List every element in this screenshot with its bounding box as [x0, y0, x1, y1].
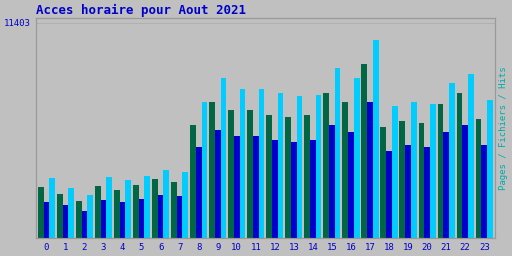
- Bar: [266, 115, 272, 238]
- Bar: [443, 132, 449, 238]
- Bar: [247, 110, 253, 238]
- Bar: [310, 140, 316, 238]
- Bar: [457, 93, 462, 238]
- Bar: [120, 202, 125, 238]
- Bar: [221, 78, 226, 238]
- Bar: [348, 132, 354, 238]
- Bar: [228, 110, 234, 238]
- Bar: [380, 127, 386, 238]
- Bar: [405, 145, 411, 238]
- Bar: [190, 125, 196, 238]
- Bar: [171, 182, 177, 238]
- Bar: [272, 140, 278, 238]
- Bar: [304, 115, 310, 238]
- Bar: [253, 136, 259, 238]
- Bar: [202, 102, 207, 238]
- Text: Acces horaire pour Aout 2021: Acces horaire pour Aout 2021: [36, 4, 246, 17]
- Bar: [399, 121, 405, 238]
- Bar: [158, 195, 163, 238]
- Bar: [209, 102, 215, 238]
- Bar: [481, 145, 487, 238]
- Bar: [291, 142, 296, 238]
- Bar: [101, 200, 106, 238]
- Bar: [106, 177, 112, 238]
- Bar: [57, 194, 62, 238]
- Bar: [285, 117, 291, 238]
- Bar: [449, 83, 455, 238]
- Bar: [343, 102, 348, 238]
- Bar: [62, 205, 68, 238]
- Bar: [438, 104, 443, 238]
- Bar: [487, 100, 493, 238]
- Bar: [215, 130, 221, 238]
- Bar: [234, 136, 240, 238]
- Bar: [38, 187, 44, 238]
- Bar: [335, 68, 340, 238]
- Bar: [259, 89, 264, 238]
- Bar: [354, 78, 359, 238]
- Bar: [296, 97, 303, 238]
- Bar: [468, 74, 474, 238]
- Bar: [240, 89, 245, 238]
- Bar: [76, 201, 81, 238]
- Bar: [278, 93, 283, 238]
- Bar: [88, 195, 93, 238]
- Bar: [196, 147, 202, 238]
- Bar: [462, 125, 468, 238]
- Bar: [125, 180, 131, 238]
- Bar: [329, 125, 335, 238]
- Bar: [430, 104, 436, 238]
- Bar: [44, 202, 49, 238]
- Bar: [324, 93, 329, 238]
- Bar: [95, 186, 101, 238]
- Bar: [163, 170, 169, 238]
- Bar: [424, 147, 430, 238]
- Bar: [182, 172, 188, 238]
- Bar: [418, 123, 424, 238]
- Bar: [114, 190, 120, 238]
- Bar: [144, 176, 150, 238]
- Bar: [139, 199, 144, 238]
- Bar: [152, 179, 158, 238]
- Bar: [133, 185, 139, 238]
- Bar: [81, 211, 88, 238]
- Bar: [392, 106, 398, 238]
- Bar: [373, 40, 378, 238]
- Bar: [177, 196, 182, 238]
- Y-axis label: Pages / Fichiers / Hits: Pages / Fichiers / Hits: [499, 66, 508, 190]
- Bar: [386, 151, 392, 238]
- Bar: [411, 102, 417, 238]
- Bar: [367, 102, 373, 238]
- Bar: [68, 188, 74, 238]
- Bar: [476, 119, 481, 238]
- Bar: [316, 94, 322, 238]
- Bar: [361, 64, 367, 238]
- Bar: [49, 178, 55, 238]
